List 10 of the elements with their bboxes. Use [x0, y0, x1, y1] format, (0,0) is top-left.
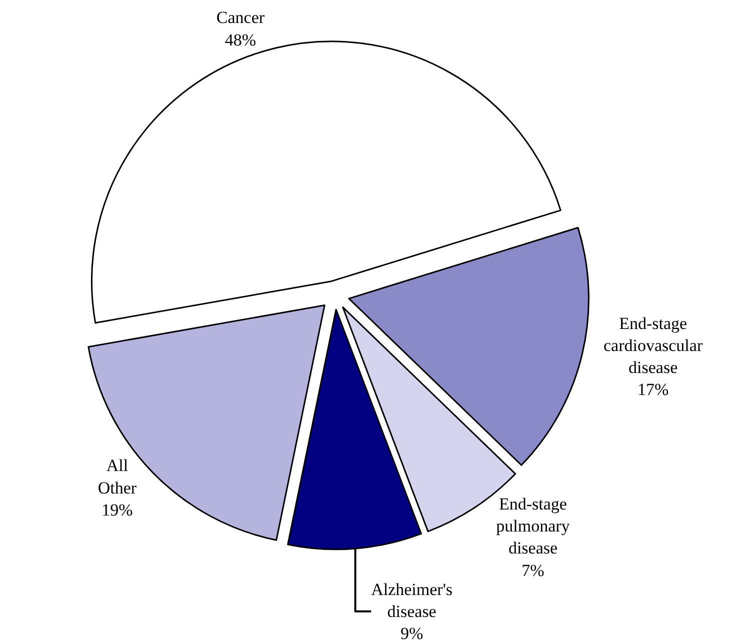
data-label: 48%	[224, 30, 256, 50]
data-label: 19%	[102, 500, 133, 520]
slice-label: End-stage cardiovascular disease	[604, 314, 703, 377]
slice-label: Cancer	[216, 8, 265, 28]
slice-label: All Other	[98, 456, 137, 498]
data-label: 9%	[400, 624, 424, 640]
data-label: 17%	[637, 380, 669, 400]
slice-label: End-stage pulmonary disease	[496, 494, 570, 558]
slice-label: Alzheimer's disease	[371, 580, 453, 621]
data-label: 7%	[522, 560, 544, 580]
